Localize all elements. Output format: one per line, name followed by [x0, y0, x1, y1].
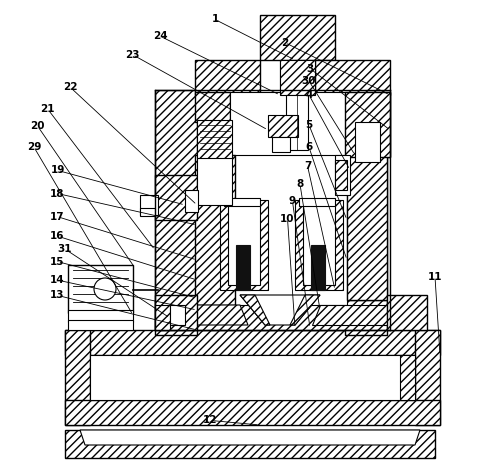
Bar: [140, 195, 158, 215]
Text: 12: 12: [203, 415, 217, 425]
Polygon shape: [312, 305, 387, 325]
Text: 14: 14: [50, 275, 65, 285]
Bar: [280, 60, 315, 95]
Text: 8: 8: [296, 179, 304, 189]
Bar: [355, 122, 380, 162]
Text: 29: 29: [27, 142, 41, 152]
Bar: [335, 160, 347, 190]
Bar: [155, 300, 387, 330]
Bar: [286, 95, 308, 150]
Text: 15: 15: [50, 257, 65, 267]
Text: 16: 16: [50, 231, 65, 241]
Polygon shape: [197, 305, 248, 325]
Text: 5: 5: [306, 120, 312, 130]
Text: 1: 1: [212, 14, 218, 25]
Bar: [155, 295, 197, 330]
Bar: [272, 137, 290, 152]
Bar: [197, 120, 232, 158]
Bar: [415, 330, 440, 425]
Bar: [315, 60, 390, 95]
Bar: [387, 295, 427, 330]
Bar: [365, 92, 390, 157]
Bar: [347, 155, 387, 300]
Text: 21: 21: [40, 104, 55, 114]
Bar: [230, 92, 365, 157]
Polygon shape: [290, 295, 320, 325]
Bar: [260, 15, 335, 60]
Text: 13: 13: [50, 290, 65, 300]
Bar: [345, 92, 390, 157]
Bar: [195, 60, 260, 95]
Text: 30: 30: [302, 76, 316, 86]
Bar: [268, 115, 298, 137]
Bar: [65, 330, 90, 425]
Text: 7: 7: [304, 161, 311, 171]
Text: 3: 3: [306, 63, 314, 74]
Bar: [140, 208, 155, 216]
Bar: [68, 265, 133, 313]
Bar: [65, 330, 440, 355]
Bar: [195, 92, 230, 122]
Bar: [155, 90, 197, 335]
Text: 24: 24: [152, 31, 168, 41]
Text: 22: 22: [63, 82, 77, 92]
Ellipse shape: [94, 278, 116, 300]
Text: 9: 9: [289, 196, 296, 206]
Bar: [68, 310, 133, 322]
Bar: [228, 205, 260, 285]
Bar: [170, 305, 185, 325]
Text: 20: 20: [30, 121, 45, 131]
Bar: [280, 60, 315, 95]
Bar: [185, 190, 198, 212]
Polygon shape: [240, 295, 320, 325]
Text: 23: 23: [125, 50, 140, 60]
Bar: [197, 155, 347, 305]
Bar: [295, 200, 343, 290]
Text: 2: 2: [282, 38, 288, 48]
Bar: [224, 198, 260, 206]
Text: 19: 19: [50, 165, 64, 175]
Bar: [311, 245, 325, 290]
Bar: [236, 245, 250, 290]
Bar: [90, 355, 415, 400]
Bar: [335, 155, 350, 195]
Bar: [155, 175, 197, 220]
Bar: [400, 355, 415, 400]
Bar: [197, 155, 232, 205]
Text: 31: 31: [58, 244, 72, 254]
Polygon shape: [65, 430, 435, 458]
Bar: [299, 198, 335, 206]
Text: 17: 17: [50, 212, 65, 222]
Text: 4: 4: [306, 90, 312, 100]
Text: 10: 10: [280, 213, 295, 224]
Bar: [68, 320, 133, 330]
Text: 6: 6: [306, 142, 312, 152]
Bar: [220, 200, 268, 290]
Polygon shape: [80, 430, 420, 445]
Text: 18: 18: [50, 188, 65, 199]
Polygon shape: [240, 295, 270, 325]
Text: 11: 11: [428, 272, 442, 282]
Bar: [155, 305, 170, 330]
Bar: [345, 155, 387, 335]
Bar: [65, 400, 440, 425]
Bar: [303, 205, 335, 285]
Bar: [195, 155, 235, 305]
